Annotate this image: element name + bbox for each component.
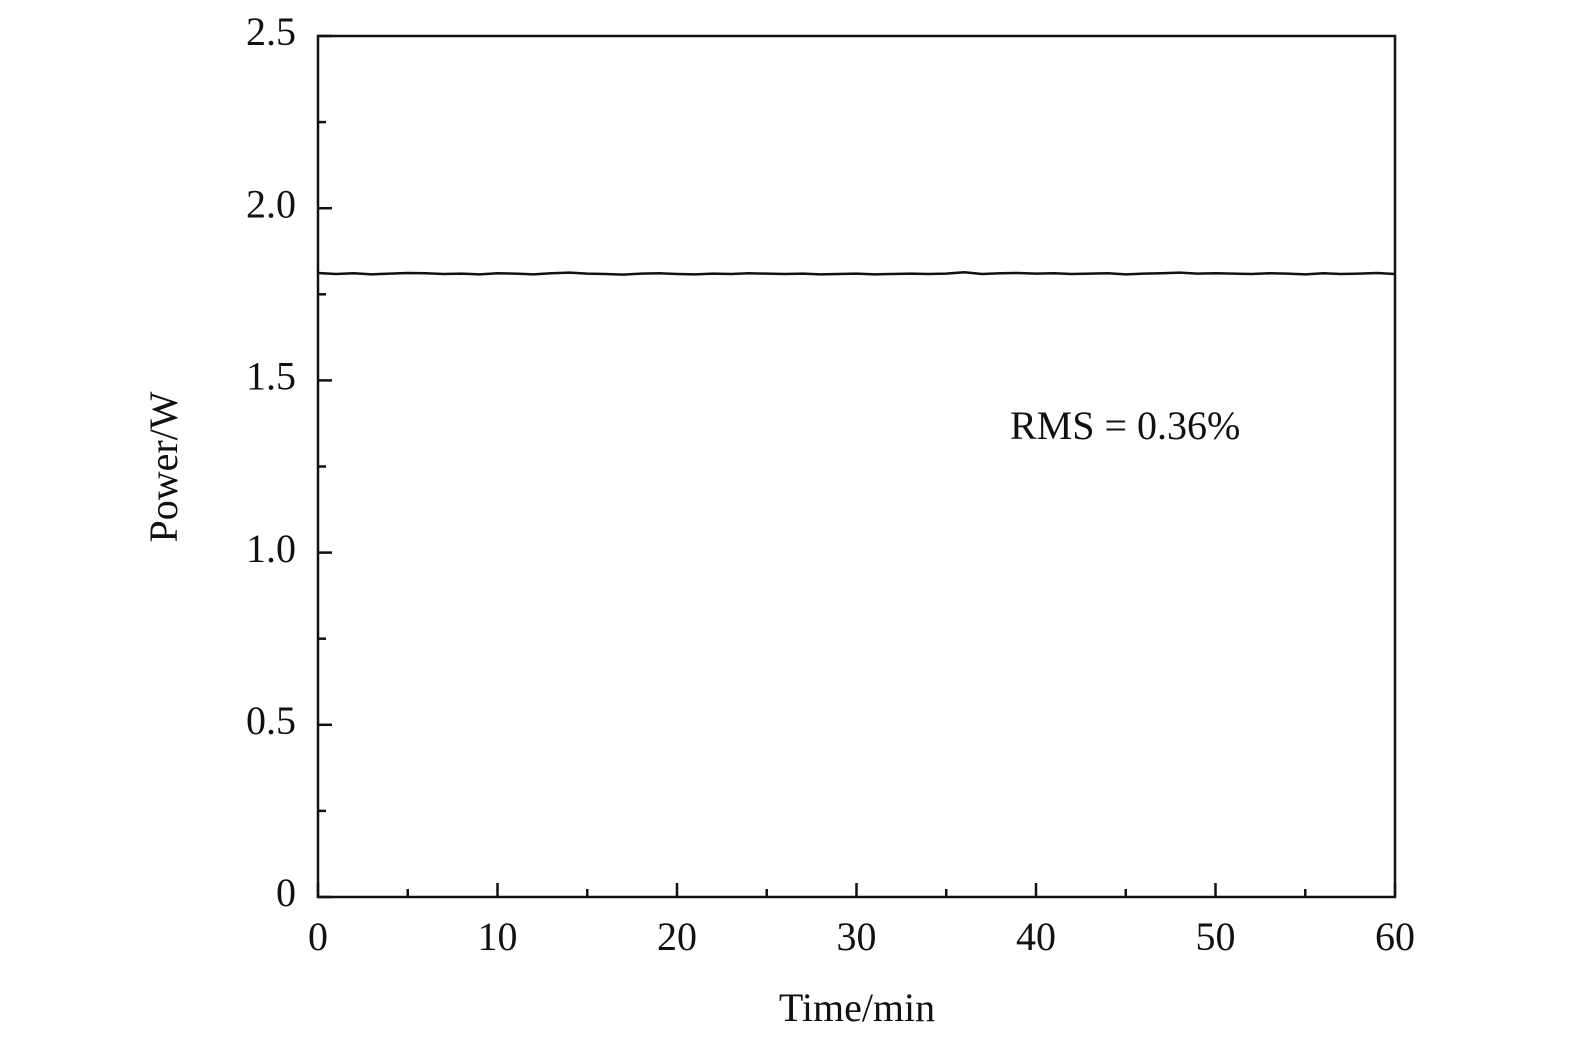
y-tick-label: 2.5: [246, 9, 296, 54]
annotation: RMS = 0.36%: [1010, 403, 1240, 448]
x-axis-label: Time/min: [779, 985, 935, 1030]
y-tick-label: 2.0: [246, 181, 296, 226]
y-tick-label: 0: [276, 870, 296, 915]
x-tick-label: 50: [1196, 914, 1236, 959]
y-tick-label: 1.5: [246, 354, 296, 399]
x-tick-label: 20: [657, 914, 697, 959]
y-axis-label: Power/W: [141, 391, 186, 542]
x-tick-label: 10: [478, 914, 518, 959]
plot-frame: [316, 34, 1397, 899]
y-tick-label: 1.0: [246, 526, 296, 571]
x-tick-label: 30: [837, 914, 877, 959]
y-tick-label: 0.5: [246, 698, 296, 743]
x-tick-label: 60: [1375, 914, 1415, 959]
data-line: [317, 271, 1396, 276]
x-tick-label: 40: [1016, 914, 1056, 959]
x-tick-label: 0: [308, 914, 328, 959]
